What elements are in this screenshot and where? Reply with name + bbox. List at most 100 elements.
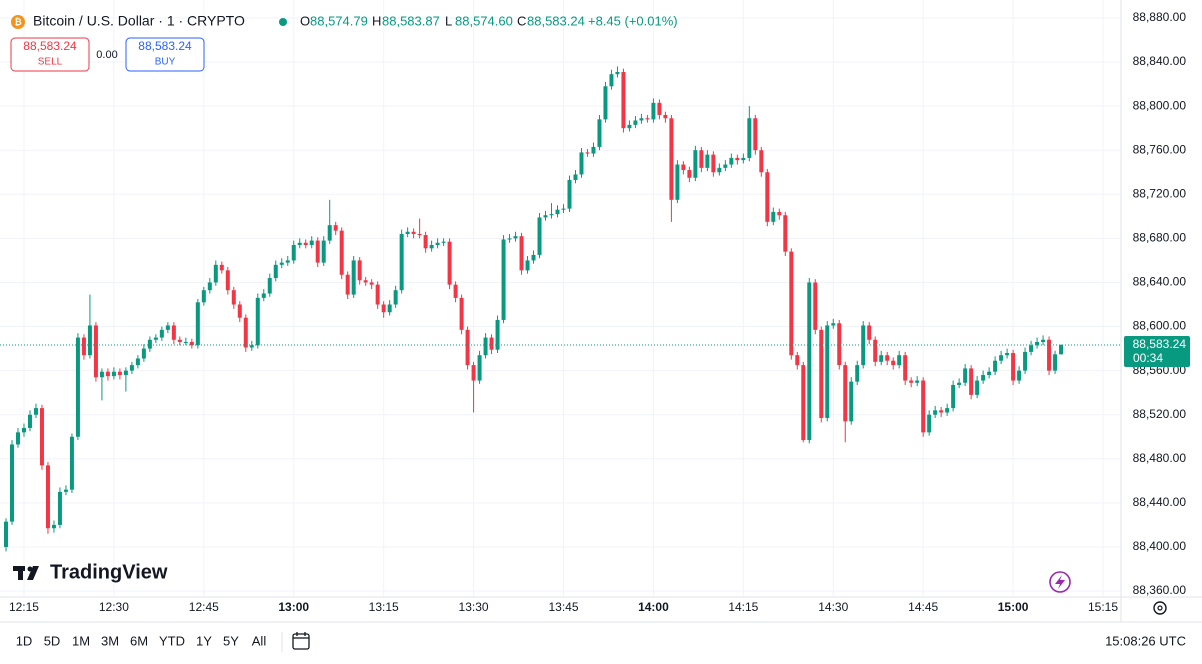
y-tick-label: 88,720.00 [1133, 186, 1187, 200]
candle-body [825, 325, 830, 419]
x-tick-label: 14:00 [638, 600, 669, 614]
candle-body [315, 240, 320, 263]
range-button[interactable]: 3M [101, 633, 119, 648]
grid [0, 0, 1121, 597]
candle-body [711, 154, 716, 173]
ohlc-label: H [372, 13, 381, 28]
candle-body [939, 410, 944, 413]
sell-label[interactable]: SELL [38, 57, 63, 68]
watermark[interactable]: TradingView [50, 561, 168, 583]
candle-body [111, 371, 116, 377]
candle-body [1029, 345, 1034, 352]
x-tick-label: 14:45 [908, 600, 938, 614]
ohlc-value: 88,574.60 [455, 13, 513, 28]
candle-body [693, 150, 698, 178]
range-button[interactable]: All [252, 633, 267, 648]
buy-price[interactable]: 88,583.24 [138, 39, 192, 53]
candle-body [147, 339, 152, 349]
candle-body [579, 152, 584, 175]
candle-body [1023, 351, 1028, 371]
candle-body [789, 251, 794, 356]
y-tick-label: 88,440.00 [1133, 495, 1187, 509]
candle-body [891, 360, 896, 366]
market-status [279, 18, 287, 26]
ohlc-label: L [445, 13, 452, 28]
candle-body [717, 167, 722, 173]
sell-price[interactable]: 88,583.24 [23, 39, 77, 53]
candle-body [585, 152, 590, 154]
candle-body [357, 260, 362, 281]
candle-body [975, 380, 980, 395]
ohlc-label: O [300, 13, 310, 28]
candle-body [621, 71, 626, 129]
range-button[interactable]: 1Y [196, 633, 212, 648]
candle-body [765, 172, 770, 222]
range-button[interactable]: 1M [72, 633, 90, 648]
range-button[interactable]: 5D [44, 633, 61, 648]
ohlc: O 88,574.79 H 88,583.87 L 88,574.60 C 88,583.24 [300, 13, 585, 28]
ohlc-value: 88,583.24 [527, 13, 585, 28]
candle-body [135, 358, 140, 366]
range-button[interactable]: 1D [16, 633, 33, 648]
candle-body [603, 86, 608, 120]
candle-body [915, 380, 920, 383]
candle-body [453, 284, 458, 298]
candle-body [609, 74, 614, 87]
candle-body [819, 329, 824, 419]
candle-body [441, 241, 446, 243]
calendar-icon[interactable] [292, 632, 310, 650]
lightning-icon[interactable] [1049, 571, 1071, 593]
candle-body [123, 370, 128, 376]
countdown: 00:34 [1133, 351, 1163, 365]
spread: 0.00 [96, 49, 117, 61]
candle-body [669, 118, 674, 200]
candle-body [879, 355, 884, 362]
candle-body [681, 164, 686, 171]
candle-body [741, 157, 746, 161]
candle-body [705, 154, 710, 168]
candle-body [1053, 354, 1058, 371]
candle-body [273, 264, 278, 279]
ohlc-value: 88,574.79 [310, 13, 368, 28]
candle-body [927, 414, 932, 433]
candle-body [219, 264, 224, 271]
candle-body [429, 244, 434, 249]
candle-body [807, 282, 812, 441]
x-tick-label: 12:15 [9, 600, 39, 614]
candle-body [543, 215, 548, 218]
candle-body [45, 465, 50, 529]
candle-body [555, 209, 560, 215]
x-tick-label: 13:30 [459, 600, 489, 614]
candle-body [801, 365, 806, 441]
candle-body [423, 235, 428, 249]
candle-body [639, 118, 644, 121]
x-tick-label: 15:15 [1088, 600, 1118, 614]
x-tick-label: 13:15 [369, 600, 399, 614]
buy-button[interactable] [125, 37, 205, 72]
candle-body [183, 341, 188, 343]
candle-body [903, 355, 908, 381]
range-button[interactable]: 6M [130, 633, 148, 648]
candle-body [363, 280, 368, 283]
sell-button[interactable] [10, 37, 90, 72]
x-tick-label: 14:30 [818, 600, 848, 614]
candle-body [255, 297, 260, 346]
y-tick-label: 88,480.00 [1133, 451, 1187, 465]
settings-icon[interactable] [1153, 601, 1167, 615]
candle-body [645, 118, 650, 120]
candle-body [663, 114, 668, 119]
candle-body [459, 297, 464, 330]
y-tick-label: 88,360.00 [1133, 583, 1187, 597]
buy-label[interactable]: BUY [155, 57, 176, 68]
candle-body [1059, 345, 1064, 355]
range-button[interactable]: YTD [159, 633, 185, 648]
candle-body [129, 365, 134, 371]
range-button[interactable]: 5Y [223, 633, 239, 648]
logo [13, 566, 39, 580]
candle-body [351, 260, 356, 295]
symbol[interactable]: Bitcoin / U.S. Dollar · 1 · CRYPTO [33, 13, 245, 29]
candle-body [105, 371, 110, 377]
axes: 88,360.00 88,400.00 88,440.00 88,480.00 88,5… [9, 10, 1190, 614]
candle-body [573, 174, 578, 180]
